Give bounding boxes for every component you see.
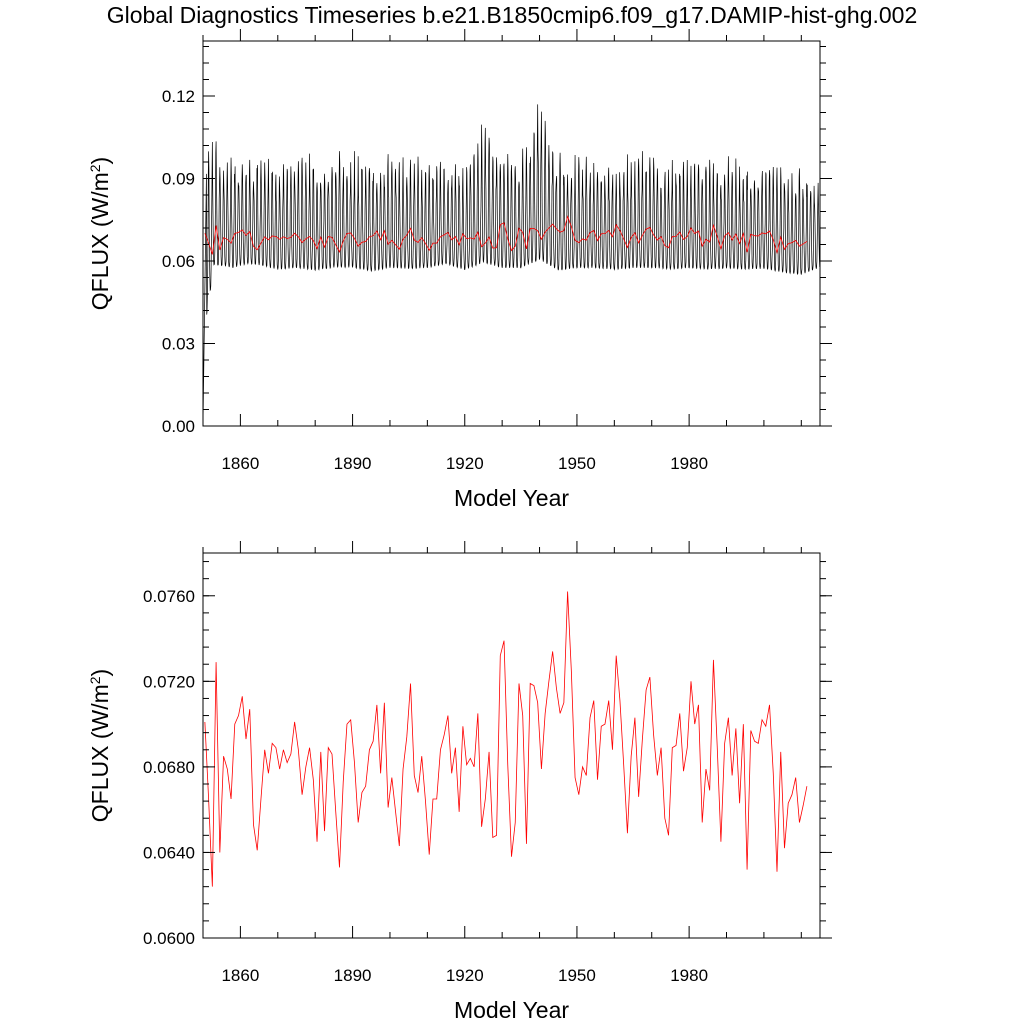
x-tick-label: 1890 [334,966,372,985]
panel-bottom: 1860 1890 1920 1950 1980 0.0600 0.0640 0.0680 0.… [87,541,832,1023]
y-tick-label: 0.0640 [143,843,195,862]
x-tick-label: 1950 [558,454,596,473]
y-axis-label: QFLUX (W/m2) [87,669,113,822]
chart-title: Global Diagnostics Timeseries b.e21.B185… [106,2,918,28]
x-tick-label: 1920 [446,454,484,473]
y-tick-label: 0.00 [162,417,195,436]
plot-frame [202,552,821,939]
y-tick-label: 0.09 [162,170,195,189]
annual-series-line [204,215,808,255]
y-tick-label: 0.06 [162,252,195,271]
annual-series-line [204,591,808,887]
y-tick-label: 0.12 [162,87,195,106]
x-tick-label: 1860 [221,454,259,473]
y-tick-label: 0.0720 [143,672,195,691]
x-tick-label: 1860 [221,966,259,985]
x-tick-label: 1890 [334,454,372,473]
plot-frame [202,40,821,427]
y-tick-label: 0.03 [162,335,195,354]
x-tick-label: 1950 [558,966,596,985]
panel-top: 1860 1890 1920 1950 1980 0.00 0.03 0.06 0.09 0.12… [87,29,832,511]
x-axis-label: Model Year [454,997,569,1023]
x-axis-label: Model Year [454,485,569,511]
y-tick-label: 0.0760 [143,587,195,606]
y-tick-label: 0.0680 [143,758,195,777]
y-axis-label: QFLUX (W/m2) [87,157,113,310]
x-tick-label: 1980 [670,454,708,473]
y-tick-label: 0.0600 [143,929,195,948]
x-tick-label: 1920 [446,966,484,985]
monthly-series-line [202,104,821,427]
x-tick-label: 1980 [670,966,708,985]
